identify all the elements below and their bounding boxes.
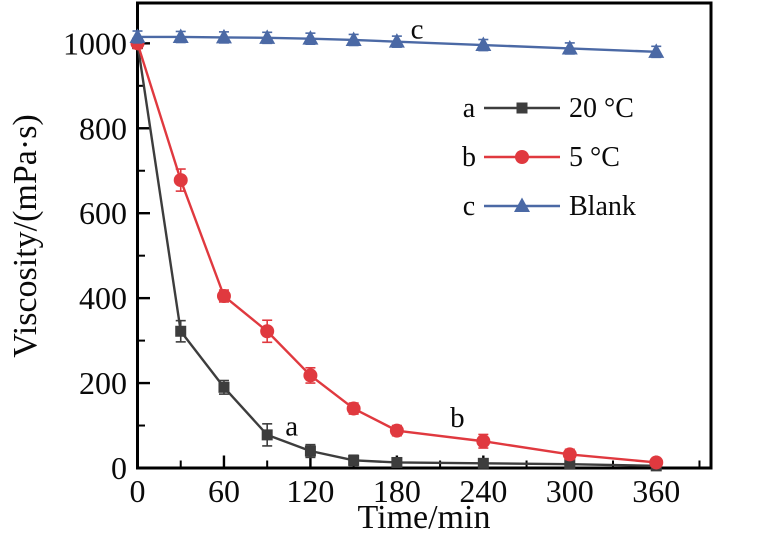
series-line-b bbox=[136, 42, 657, 464]
curve-label-a: a bbox=[285, 411, 298, 443]
legend-swatch-20c bbox=[484, 102, 560, 114]
y-tick-label: 200 bbox=[79, 365, 127, 401]
y-tick-label: 1000 bbox=[63, 25, 127, 61]
x-tick-label: 60 bbox=[208, 473, 240, 509]
legend-label-5c: 5 °C bbox=[569, 142, 620, 173]
marker-c bbox=[345, 31, 362, 46]
marker-c bbox=[475, 36, 492, 52]
marker-a bbox=[477, 457, 489, 469]
legend-letter-c: c bbox=[463, 191, 475, 222]
axis-tick-labels: 0 200 400 600 800 1000 0 60 120 180 240 300 360 bbox=[63, 25, 680, 509]
legend-marker-c bbox=[514, 197, 530, 212]
legend-swatch-5c bbox=[484, 150, 560, 164]
marker-c bbox=[561, 39, 578, 55]
marker-c bbox=[259, 29, 276, 44]
curve-label-b: b bbox=[450, 402, 465, 434]
marker-c bbox=[129, 28, 146, 43]
marker-b bbox=[260, 324, 275, 339]
marker-a bbox=[304, 445, 316, 457]
legend-marker-b bbox=[515, 150, 529, 164]
curve-label-c: c bbox=[411, 13, 424, 45]
curve-letter-annotations: a b c bbox=[285, 13, 464, 442]
legend-letter-b: b bbox=[462, 142, 476, 173]
marker-c bbox=[648, 43, 665, 58]
legend-row-b: b 5 °C bbox=[462, 142, 620, 173]
marker-a bbox=[391, 456, 403, 468]
marker-a bbox=[218, 381, 230, 393]
plot-frame bbox=[136, 1, 713, 470]
legend-label-20c: 20 °C bbox=[569, 93, 634, 124]
y-tick-label: 600 bbox=[79, 195, 127, 231]
x-tick-label: 360 bbox=[632, 473, 680, 509]
y-tick-label: 400 bbox=[79, 280, 127, 316]
y-axis-label: Viscosity/(mPa·s) bbox=[7, 114, 44, 358]
marker-a bbox=[348, 454, 360, 466]
marker-b bbox=[216, 289, 231, 304]
marker-c bbox=[302, 30, 319, 45]
axes-border bbox=[136, 1, 713, 470]
legend-swatch-blank bbox=[484, 197, 560, 212]
marker-b bbox=[173, 173, 188, 188]
marker-b bbox=[346, 401, 361, 416]
legend-marker-a bbox=[516, 102, 528, 114]
x-tick-label: 120 bbox=[286, 473, 334, 509]
y-tick-label: 0 bbox=[111, 450, 127, 486]
legend-row-c: c Blank bbox=[463, 191, 636, 222]
marker-c bbox=[215, 28, 232, 44]
legend-letter-a: a bbox=[463, 93, 476, 124]
legend-label-blank: Blank bbox=[569, 191, 636, 222]
marker-b bbox=[562, 447, 577, 462]
marker-b bbox=[476, 434, 491, 449]
marker-a bbox=[564, 458, 576, 470]
marker-a bbox=[261, 429, 273, 441]
x-tick-label: 180 bbox=[373, 473, 421, 509]
series-line-a bbox=[136, 43, 657, 468]
marker-c bbox=[172, 28, 189, 43]
series-c bbox=[129, 28, 665, 59]
marker-c bbox=[388, 33, 405, 48]
legend: a 20 °C b 5 °C c Blank bbox=[462, 93, 636, 222]
x-axis-label: Time/min bbox=[358, 499, 491, 534]
marker-b bbox=[389, 423, 404, 438]
series-line-c bbox=[137, 35, 657, 54]
x-tick-label: 0 bbox=[130, 473, 146, 509]
data-series bbox=[129, 28, 665, 472]
marker-a bbox=[175, 325, 187, 337]
x-tick-label: 240 bbox=[459, 473, 507, 509]
y-tick-label: 800 bbox=[79, 110, 127, 146]
series-b bbox=[130, 36, 664, 470]
legend-row-a: a 20 °C bbox=[463, 93, 634, 124]
marker-b bbox=[303, 368, 318, 383]
marker-b bbox=[649, 455, 664, 470]
x-tick-label: 300 bbox=[546, 473, 594, 509]
